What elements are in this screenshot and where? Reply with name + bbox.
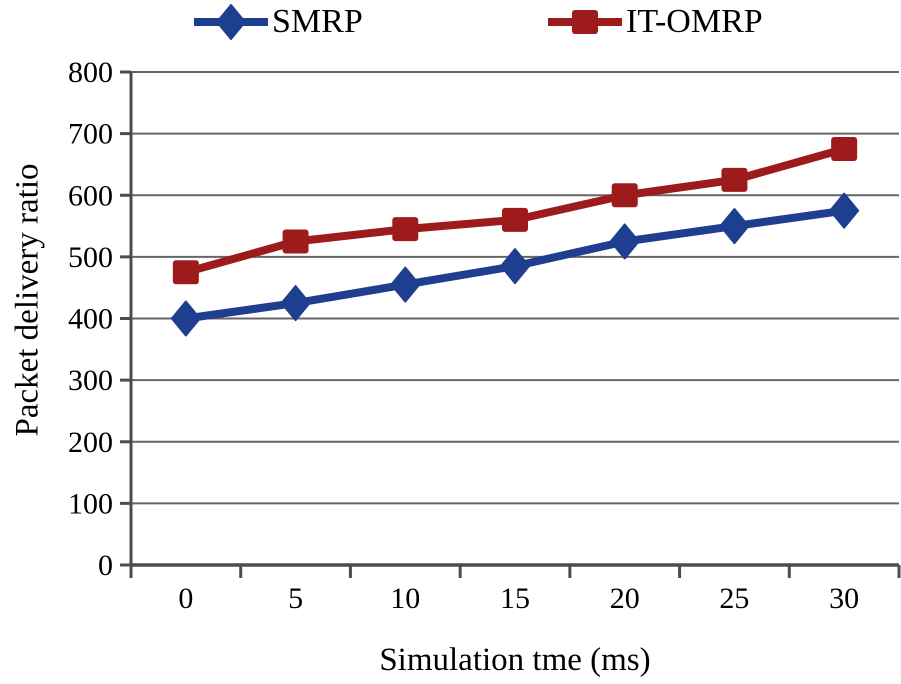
smrp-line-diamond-icon bbox=[194, 4, 268, 40]
x-tick-label: 30 bbox=[829, 582, 859, 615]
square-marker-it-omrp bbox=[831, 137, 858, 162]
x-tick-label: 25 bbox=[719, 582, 749, 615]
x-axis-title: Simulation tme (ms) bbox=[379, 642, 651, 678]
it-omrp-line-square-icon bbox=[548, 10, 622, 34]
y-tick-label: 400 bbox=[68, 303, 113, 336]
legend-label-smrp: SMRP bbox=[272, 3, 363, 40]
square-marker-it-omrp bbox=[502, 207, 528, 232]
x-tick-label: 10 bbox=[390, 582, 420, 615]
chart-legend: SMRP IT-OMRP bbox=[0, 0, 901, 44]
square-marker-it-omrp bbox=[392, 217, 419, 242]
square-marker-it-omrp bbox=[721, 167, 748, 192]
diamond-marker-smrp bbox=[390, 266, 421, 303]
diamond-marker-smrp bbox=[719, 208, 750, 245]
y-tick-label: 200 bbox=[68, 426, 113, 459]
legend-marker-shape bbox=[216, 4, 246, 40]
legend-label-it-omrp: IT-OMRP bbox=[626, 3, 763, 40]
diamond-marker-smrp bbox=[500, 248, 530, 285]
y-axis-title: Packet delivery ratio bbox=[9, 163, 46, 437]
x-tick-label: 20 bbox=[610, 582, 640, 615]
square-marker-it-omrp bbox=[172, 260, 199, 285]
legend-item-it-omrp: IT-OMRP bbox=[548, 2, 763, 42]
diamond-marker-smrp bbox=[829, 192, 860, 229]
legend-marker-shape bbox=[572, 10, 598, 34]
y-tick-label: 500 bbox=[68, 241, 113, 274]
square-marker-it-omrp bbox=[611, 183, 638, 208]
y-tick-label: 700 bbox=[68, 118, 113, 151]
square-marker-it-omrp bbox=[282, 229, 309, 254]
x-tick-label: 0 bbox=[178, 582, 193, 615]
y-tick-label: 600 bbox=[68, 179, 113, 212]
diamond-marker-smrp bbox=[170, 300, 201, 337]
legend-item-smrp: SMRP bbox=[194, 2, 363, 42]
diamond-marker-smrp bbox=[609, 223, 640, 260]
x-tick-label: 5 bbox=[288, 582, 303, 615]
y-tick-label: 0 bbox=[98, 549, 113, 582]
y-tick-label: 800 bbox=[68, 56, 113, 89]
y-tick-label: 100 bbox=[68, 487, 113, 520]
diamond-marker-smrp bbox=[280, 285, 311, 322]
y-tick-label: 300 bbox=[68, 364, 113, 397]
x-tick-label: 15 bbox=[500, 582, 530, 615]
